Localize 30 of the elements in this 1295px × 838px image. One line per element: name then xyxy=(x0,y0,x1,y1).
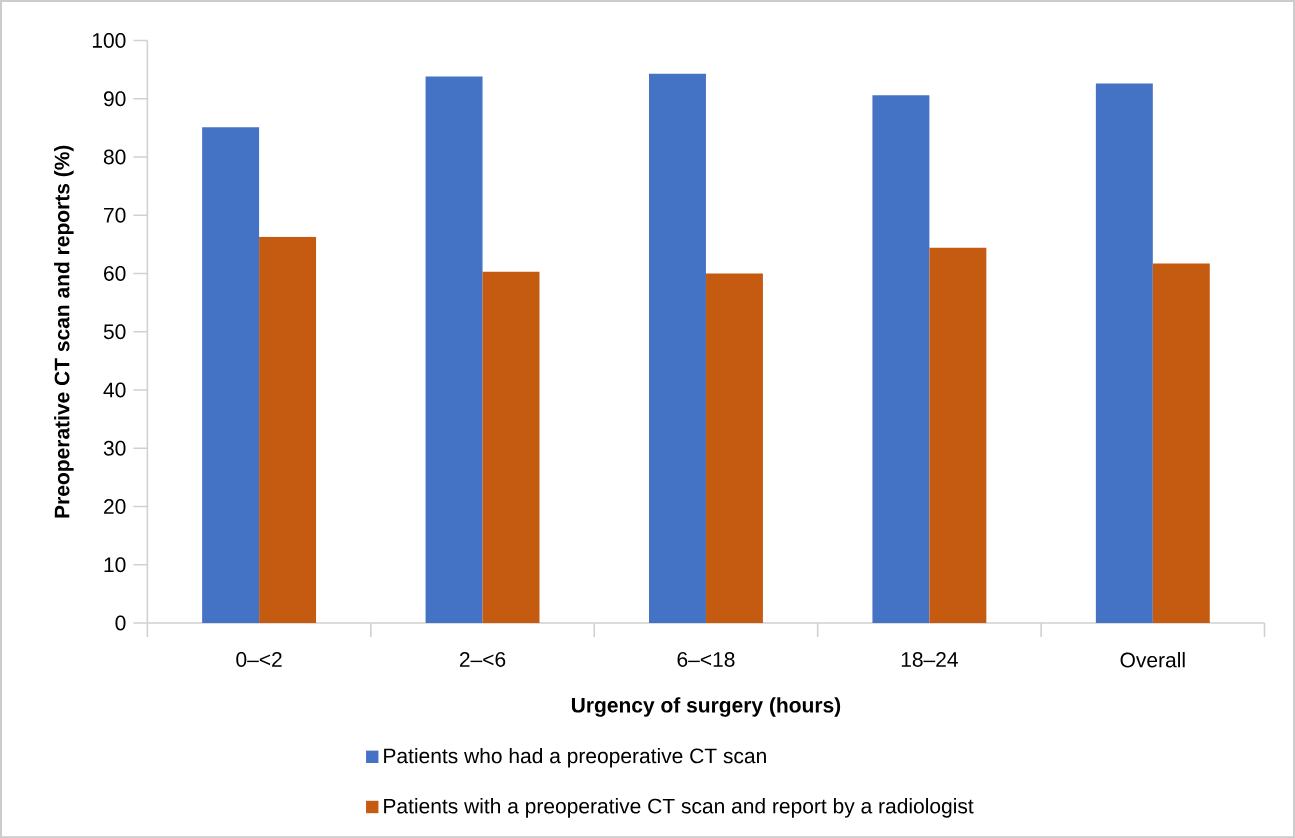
bar xyxy=(705,273,763,623)
x-tick-label: 6–<18 xyxy=(677,651,735,667)
x-tick-label: 0–<2 xyxy=(236,651,282,667)
bar xyxy=(872,95,930,623)
y-tick-label: 90 xyxy=(103,91,126,106)
x-tick-label: 18–24 xyxy=(901,651,958,667)
y-tick-label: 40 xyxy=(103,382,126,398)
legend-label: Patients who had a preoperative CT scan xyxy=(384,747,766,768)
bar xyxy=(1095,83,1153,623)
y-tick-label: 100 xyxy=(92,32,126,48)
y-tick-label: 60 xyxy=(104,265,126,281)
bar xyxy=(482,271,540,623)
y-tick-label: 10 xyxy=(104,557,126,573)
x-axis-title: Urgency of surgery (hours) xyxy=(571,697,841,717)
y-tick-label: 0 xyxy=(115,615,126,631)
legend-label: Patients with a preoperative CT scan and report by a radiologist xyxy=(384,797,974,818)
bar xyxy=(649,73,706,623)
x-tick-label: Overall xyxy=(1120,651,1185,668)
y-tick-label: 50 xyxy=(103,324,126,339)
bar xyxy=(425,76,483,623)
x-tick-label: 2–<6 xyxy=(459,651,506,667)
y-tick-label: 30 xyxy=(103,440,126,456)
bar xyxy=(259,236,317,623)
bar xyxy=(202,127,260,623)
bar xyxy=(1152,263,1210,623)
y-tick-label: 80 xyxy=(103,149,126,165)
bar xyxy=(929,247,987,623)
y-axis-title: Preoperative CT scan and reports (%) xyxy=(54,145,74,518)
y-tick-label: 20 xyxy=(104,498,126,514)
y-tick-label: 70 xyxy=(104,207,126,223)
